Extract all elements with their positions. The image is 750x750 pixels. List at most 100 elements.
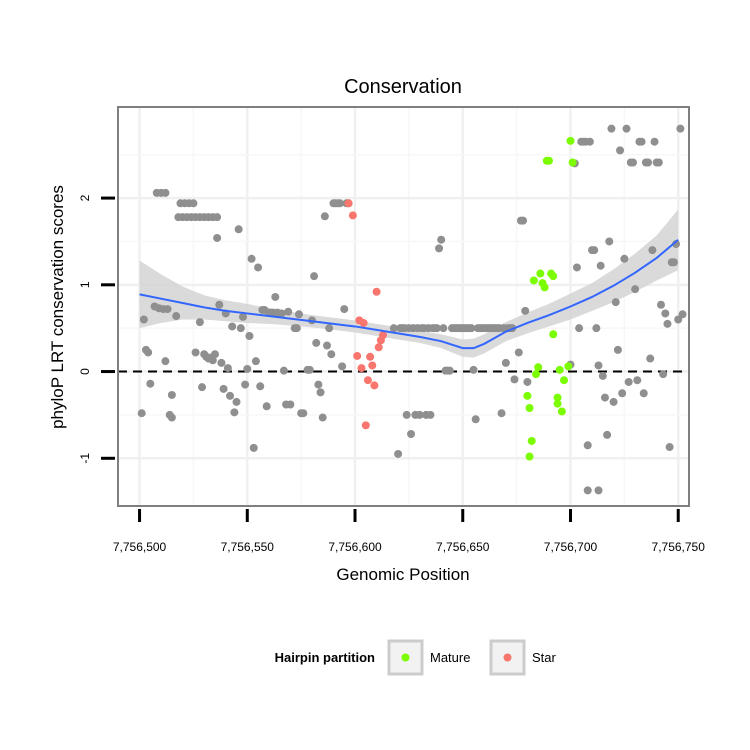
data-point-other bbox=[435, 244, 444, 253]
data-point-mature bbox=[536, 269, 545, 278]
data-point-other bbox=[616, 146, 625, 155]
data-point-star bbox=[359, 318, 368, 327]
data-point-other bbox=[676, 124, 685, 133]
legend-key-mature bbox=[387, 639, 424, 676]
data-point-other bbox=[600, 393, 609, 402]
smooth-line-group bbox=[139, 238, 679, 350]
data-point-star bbox=[353, 351, 362, 360]
data-point-other bbox=[251, 357, 260, 366]
data-point-other bbox=[327, 350, 336, 359]
data-point-other bbox=[213, 213, 222, 222]
data-point-other bbox=[432, 324, 441, 333]
data-point-other bbox=[226, 391, 235, 400]
data-point-other bbox=[437, 235, 446, 244]
data-point-other bbox=[286, 400, 295, 409]
data-point-other bbox=[631, 285, 640, 294]
data-point-other bbox=[238, 312, 247, 321]
data-point-mature bbox=[540, 283, 549, 292]
data-point-mature bbox=[568, 158, 577, 167]
data-point-star bbox=[374, 343, 383, 352]
data-point-other bbox=[613, 345, 622, 354]
legend-label-mature: Mature bbox=[430, 650, 470, 665]
data-point-other bbox=[646, 354, 655, 363]
data-point-other bbox=[624, 377, 633, 386]
legend-title: Hairpin partition bbox=[275, 650, 375, 665]
data-point-mature bbox=[549, 272, 558, 281]
data-point-other bbox=[598, 371, 607, 380]
legend-dot-star bbox=[503, 653, 512, 662]
data-point-other bbox=[219, 384, 228, 393]
data-point-other bbox=[471, 415, 480, 424]
data-point-mature bbox=[544, 156, 553, 165]
data-point-other bbox=[144, 348, 153, 357]
data-point-other bbox=[234, 225, 243, 234]
data-point-other bbox=[426, 410, 435, 419]
data-points bbox=[137, 124, 687, 495]
data-point-other bbox=[659, 370, 668, 379]
data-point-other bbox=[284, 307, 293, 316]
x-tick-label: 7,756,550 bbox=[221, 540, 275, 554]
x-tick-label: 7,756,750 bbox=[652, 540, 706, 554]
data-point-other bbox=[605, 237, 614, 246]
data-point-other bbox=[656, 300, 665, 309]
data-point-star bbox=[370, 381, 379, 390]
legend-dot-mature bbox=[401, 653, 410, 662]
data-point-other bbox=[312, 338, 321, 347]
data-point-other bbox=[510, 375, 519, 384]
data-point-mature bbox=[525, 403, 534, 412]
data-point-other bbox=[467, 324, 476, 333]
data-point-star bbox=[368, 361, 377, 370]
data-point-other bbox=[139, 315, 148, 324]
data-point-other bbox=[215, 300, 224, 309]
data-point-other bbox=[611, 298, 620, 307]
data-point-star bbox=[357, 364, 366, 373]
data-point-other bbox=[146, 379, 155, 388]
plot-border bbox=[117, 106, 690, 507]
x-axis: 7,756,500 7,756,550 7,756,600 7,756,650 7,75… bbox=[113, 509, 705, 554]
data-point-mature bbox=[557, 407, 566, 416]
data-point-other bbox=[271, 292, 280, 301]
data-point-other bbox=[519, 216, 528, 225]
data-point-other bbox=[230, 408, 239, 417]
data-point-other bbox=[277, 309, 286, 318]
data-point-other bbox=[320, 212, 329, 221]
data-point-mature bbox=[532, 370, 541, 379]
data-point-other bbox=[648, 246, 657, 255]
data-point-other bbox=[607, 124, 616, 133]
data-point-other bbox=[241, 380, 250, 389]
y-axis: -1 0 1 2 bbox=[78, 194, 115, 464]
x-tick-label: 7,756,600 bbox=[328, 540, 382, 554]
data-point-other bbox=[572, 263, 581, 272]
data-point-other bbox=[514, 348, 523, 357]
data-point-mature bbox=[555, 365, 564, 374]
data-point-other bbox=[394, 449, 403, 458]
data-point-other bbox=[669, 258, 678, 267]
data-point-other bbox=[254, 263, 263, 272]
data-point-other bbox=[236, 324, 245, 333]
data-point-other bbox=[161, 188, 170, 197]
data-point-other bbox=[415, 410, 424, 419]
data-point-other bbox=[279, 366, 288, 375]
data-point-other bbox=[594, 361, 603, 370]
data-point-other bbox=[299, 409, 308, 418]
data-point-other bbox=[469, 365, 478, 374]
y-axis-label: phyloP LRT conservation scores bbox=[48, 185, 67, 429]
data-point-other bbox=[228, 322, 237, 331]
data-point-other bbox=[247, 254, 256, 263]
data-point-other bbox=[639, 389, 648, 398]
data-point-other bbox=[575, 324, 584, 333]
data-point-other bbox=[389, 324, 398, 333]
data-point-mature bbox=[549, 330, 558, 339]
data-point-other bbox=[323, 341, 332, 350]
data-point-star bbox=[379, 331, 388, 340]
data-point-mature bbox=[566, 136, 575, 145]
data-point-other bbox=[663, 319, 672, 328]
data-point-other bbox=[137, 409, 146, 418]
x-tick-label: 7,756,700 bbox=[544, 540, 598, 554]
data-point-other bbox=[195, 318, 204, 327]
data-point-other bbox=[167, 413, 176, 422]
data-point-other bbox=[189, 199, 198, 208]
data-point-mature bbox=[553, 393, 562, 402]
data-point-other bbox=[210, 350, 219, 359]
